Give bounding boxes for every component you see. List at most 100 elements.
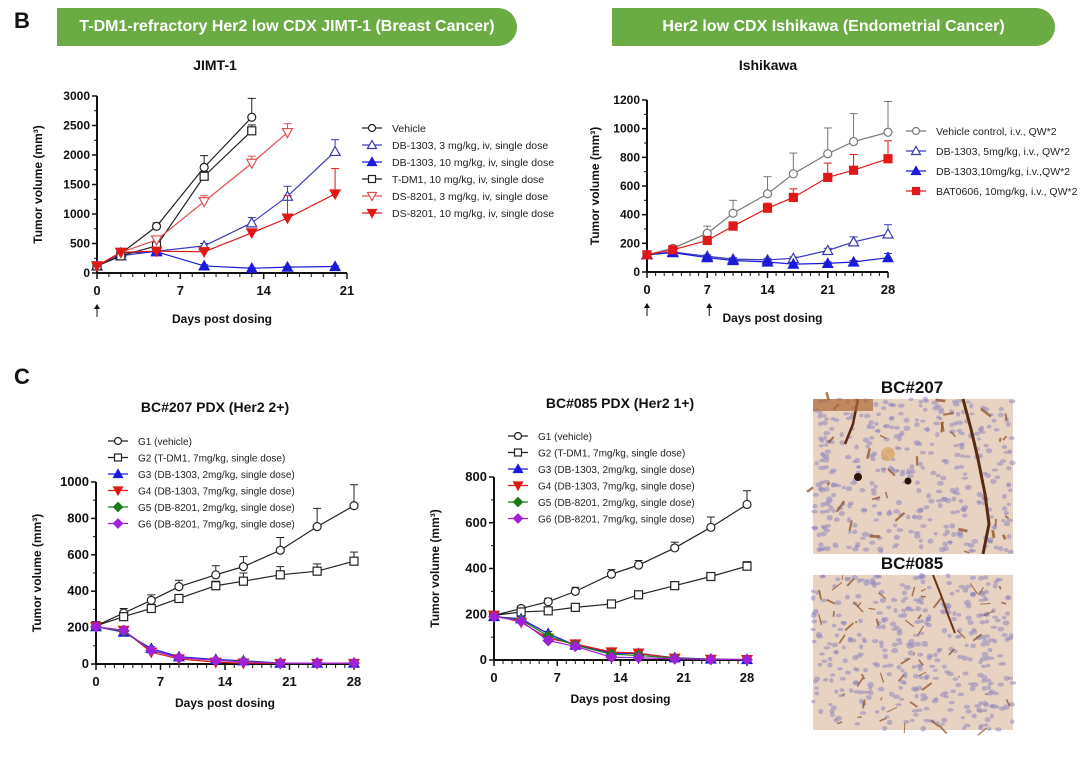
- nucleus: [910, 469, 916, 474]
- data-point: [670, 543, 680, 553]
- nucleus: [918, 596, 924, 602]
- nucleus: [918, 400, 924, 404]
- nucleus: [811, 610, 819, 615]
- legend-marker: [910, 145, 922, 156]
- y-tick-label: 500: [70, 237, 90, 251]
- nucleus: [907, 474, 914, 479]
- stain-mark: [1001, 601, 1007, 605]
- legend-marker: [910, 165, 922, 176]
- nucleus: [943, 524, 949, 529]
- stain-mark: [852, 601, 864, 613]
- nucleus: [828, 427, 835, 431]
- data-point: [275, 570, 285, 580]
- stain-mark: [878, 592, 887, 600]
- stain-mark: [879, 434, 887, 440]
- nucleus: [985, 472, 991, 479]
- nucleus: [817, 486, 825, 491]
- chart-bc085: BC#085 PDX (Her2 1+) 0 200 400 600 800 0 7 14 21 2…: [428, 395, 754, 706]
- nucleus: [842, 658, 848, 664]
- stain-mark: [827, 436, 835, 444]
- nucleus: [913, 687, 919, 692]
- nucleus: [955, 509, 960, 514]
- nucleus: [827, 642, 832, 646]
- stain-mark: [969, 583, 979, 595]
- nucleus: [895, 499, 903, 506]
- data-point: [632, 651, 645, 664]
- banner-jimt1: T-DM1-refractory Her2 low CDX JIMT-1 (Br…: [57, 8, 517, 46]
- nucleus: [855, 470, 862, 474]
- nucleus: [833, 517, 840, 522]
- series-1: [90, 139, 342, 271]
- nucleus: [929, 442, 935, 446]
- legend-marker: [366, 139, 378, 150]
- nucleus: [857, 690, 865, 695]
- nucleus: [818, 652, 826, 656]
- nucleus: [876, 511, 883, 515]
- nucleus: [965, 709, 972, 714]
- nucleus: [880, 706, 886, 711]
- nucleus: [873, 574, 879, 578]
- nucleus: [968, 630, 974, 636]
- nucleus: [834, 649, 839, 655]
- nucleus: [874, 582, 881, 586]
- nucleus: [967, 657, 973, 662]
- y-tick-label: 1000: [613, 122, 640, 136]
- data-point: [570, 586, 580, 596]
- nucleus: [831, 623, 837, 628]
- nucleus: [811, 509, 819, 514]
- y-tick-label: 0: [480, 652, 487, 667]
- nucleus: [949, 523, 956, 529]
- stain-mark: [978, 587, 984, 596]
- series-line: [493, 615, 748, 661]
- nucleus: [971, 713, 977, 719]
- y-tick-label: 200: [465, 606, 487, 621]
- nucleus: [844, 455, 852, 460]
- data-point: [237, 655, 250, 668]
- nucleus: [920, 419, 926, 423]
- x-tick-label: 7: [177, 283, 184, 298]
- nucleus: [971, 682, 979, 688]
- nucleus: [987, 691, 994, 696]
- nucleus: [822, 443, 829, 447]
- legend-marker: [112, 501, 124, 513]
- stain-mark: [1005, 699, 1011, 707]
- nucleus: [854, 444, 859, 450]
- x-tick-label: 21: [340, 283, 354, 298]
- nucleus: [909, 464, 915, 470]
- nucleus: [1008, 676, 1013, 680]
- data-point: [787, 257, 800, 269]
- nucleus: [944, 529, 950, 535]
- nucleus: [811, 525, 819, 530]
- legend-label: G5 (DB-8201, 2mg/kg, single dose): [538, 498, 695, 509]
- y-axis-label: Tumor volume (mm³): [31, 125, 45, 243]
- data-point: [706, 522, 716, 532]
- nucleus: [955, 682, 962, 688]
- stain-mark: [980, 407, 992, 418]
- nucleus: [879, 643, 884, 649]
- nucleus: [965, 603, 972, 609]
- nucleus: [896, 628, 903, 633]
- nucleus: [927, 518, 933, 522]
- nucleus: [902, 681, 908, 685]
- nucleus: [958, 498, 964, 504]
- nucleus: [1002, 506, 1008, 511]
- nucleus: [820, 502, 825, 508]
- nucleus: [893, 694, 901, 699]
- nucleus: [990, 703, 997, 709]
- data-point: [702, 235, 712, 246]
- nucleus: [893, 523, 898, 528]
- nucleus: [993, 579, 999, 584]
- nucleus: [859, 711, 867, 715]
- nucleus: [817, 410, 823, 416]
- nucleus: [935, 489, 943, 494]
- data-point: [727, 254, 740, 266]
- nucleus: [886, 663, 894, 668]
- nucleus: [852, 680, 859, 686]
- stain-mark: [836, 721, 843, 725]
- stain-mark: [871, 496, 881, 501]
- x-tick-label: 7: [554, 670, 561, 685]
- nucleus: [874, 710, 880, 714]
- nucleus: [896, 665, 902, 670]
- nucleus: [990, 478, 997, 485]
- nucleus: [917, 666, 923, 672]
